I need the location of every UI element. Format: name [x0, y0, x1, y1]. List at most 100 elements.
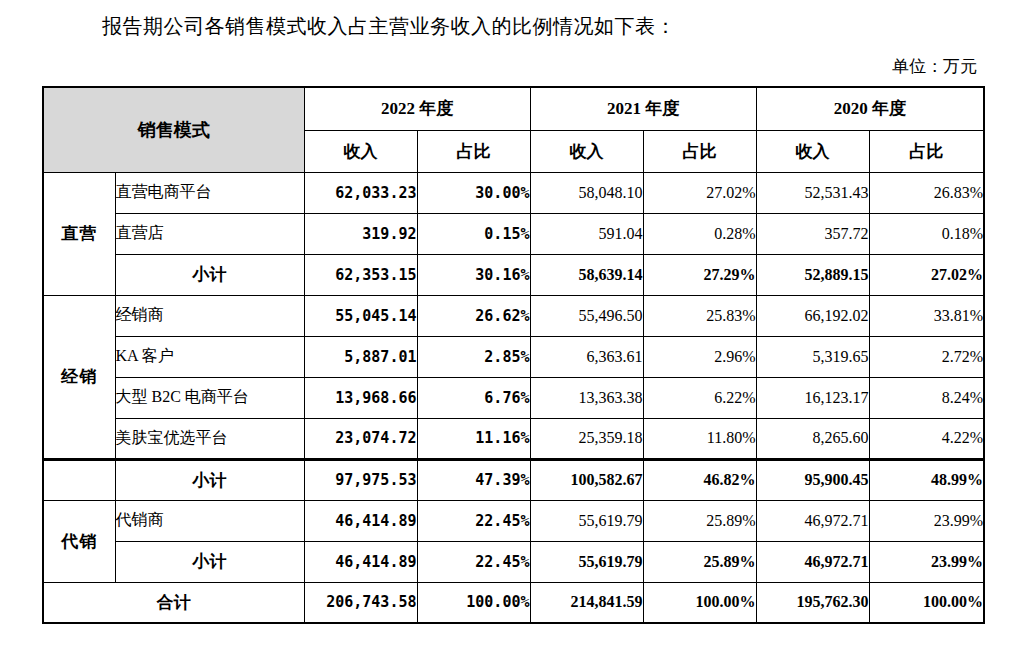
revenue-2021-cell: 214,841.59	[530, 582, 643, 623]
ratio-2020-cell: 0.18%	[869, 213, 984, 254]
ratio-2021-cell: 2.96%	[643, 336, 756, 377]
revenue-2022-cell: 62,033.23	[304, 172, 417, 213]
ratio-2021-cell: 0.28%	[643, 213, 756, 254]
revenue-2020-cell: 46,972.71	[756, 541, 869, 582]
ratio-2021-header-cell: 占比	[643, 130, 756, 172]
revenue-2020-cell: 357.72	[756, 213, 869, 254]
ratio-2020-cell: 27.02%	[869, 254, 984, 295]
ratio-2022-cell: 11.16%	[417, 418, 530, 459]
revenue-2020-cell: 95,900.45	[756, 459, 869, 500]
ratio-2022-cell: 22.45%	[417, 500, 530, 541]
ratio-2021-cell: 25.89%	[643, 541, 756, 582]
row-label-cell: 经销商	[115, 295, 304, 336]
table-row: 直营 直营电商平台 62,033.23 30.00% 58,048.10 27.…	[43, 172, 984, 213]
revenue-2021-header-cell: 收入	[530, 130, 643, 172]
subtotal-row: 小计 62,353.15 30.16% 58,639.14 27.29% 52,…	[43, 254, 984, 295]
ratio-2022-header-cell: 占比	[417, 130, 530, 172]
revenue-2020-cell: 195,762.30	[756, 582, 869, 623]
total-row: 合计 206,743.58 100.00% 214,841.59 100.00%…	[43, 582, 984, 623]
revenue-2020-header-cell: 收入	[756, 130, 869, 172]
ratio-2022-cell: 47.39%	[417, 459, 530, 500]
unit-note: 单位：万元	[892, 55, 977, 78]
revenue-2022-cell: 46,414.89	[304, 500, 417, 541]
ratio-2020-cell: 2.72%	[869, 336, 984, 377]
ratio-2020-header-cell: 占比	[869, 130, 984, 172]
revenue-2020-cell: 52,889.15	[756, 254, 869, 295]
row-label-cell: 美肤宝优选平台	[115, 418, 304, 459]
sales-mode-header-cell: 销售模式	[43, 87, 304, 172]
revenue-2022-cell: 97,975.53	[304, 459, 417, 500]
ratio-2020-cell: 33.81%	[869, 295, 984, 336]
ratio-2022-cell: 0.15%	[417, 213, 530, 254]
ratio-2022-cell: 30.16%	[417, 254, 530, 295]
group-cell-distribution: 经销	[43, 295, 115, 459]
ratio-2021-cell: 27.02%	[643, 172, 756, 213]
ratio-2021-cell: 27.29%	[643, 254, 756, 295]
ratio-2020-cell: 48.99%	[869, 459, 984, 500]
revenue-2022-header-cell: 收入	[304, 130, 417, 172]
group-cell-empty	[43, 459, 115, 500]
ratio-2020-cell: 8.24%	[869, 377, 984, 418]
ratio-2021-cell: 100.00%	[643, 582, 756, 623]
revenue-2021-cell: 58,639.14	[530, 254, 643, 295]
revenue-2020-cell: 5,319.65	[756, 336, 869, 377]
revenue-2021-cell: 6,363.61	[530, 336, 643, 377]
ratio-2020-cell: 4.22%	[869, 418, 984, 459]
subtotal-row: 小计 97,975.53 47.39% 100,582.67 46.82% 95…	[43, 459, 984, 500]
table-row: 大型 B2C 电商平台 13,968.66 6.76% 13,363.38 6.…	[43, 377, 984, 418]
year-2021-header-cell: 2021 年度	[530, 87, 756, 130]
subtotal-label-cell: 小计	[115, 541, 304, 582]
revenue-2021-cell: 25,359.18	[530, 418, 643, 459]
revenue-2021-cell: 55,619.79	[530, 541, 643, 582]
group-cell-direct: 直营	[43, 172, 115, 295]
revenue-2022-cell: 5,887.01	[304, 336, 417, 377]
ratio-2022-cell: 26.62%	[417, 295, 530, 336]
row-label-cell: 直营店	[115, 213, 304, 254]
revenue-2022-cell: 62,353.15	[304, 254, 417, 295]
header-row-years: 销售模式 2022 年度 2021 年度 2020 年度	[43, 87, 984, 130]
subtotal-row: 小计 46,414.89 22.45% 55,619.79 25.89% 46,…	[43, 541, 984, 582]
table-row: 直营店 319.92 0.15% 591.04 0.28% 357.72 0.1…	[43, 213, 984, 254]
revenue-2021-cell: 100,582.67	[530, 459, 643, 500]
ratio-2021-cell: 25.89%	[643, 500, 756, 541]
revenue-2020-cell: 8,265.60	[756, 418, 869, 459]
revenue-2022-cell: 46,414.89	[304, 541, 417, 582]
revenue-2020-cell: 16,123.17	[756, 377, 869, 418]
revenue-2021-cell: 55,619.79	[530, 500, 643, 541]
revenue-2020-cell: 52,531.43	[756, 172, 869, 213]
ratio-2020-cell: 23.99%	[869, 500, 984, 541]
sales-mode-table: 销售模式 2022 年度 2021 年度 2020 年度 收入 占比 收入 占比…	[42, 86, 985, 624]
ratio-2022-cell: 100.00%	[417, 582, 530, 623]
ratio-2021-cell: 11.80%	[643, 418, 756, 459]
revenue-2020-cell: 46,972.71	[756, 500, 869, 541]
group-cell-consignment: 代销	[43, 500, 115, 582]
ratio-2022-cell: 30.00%	[417, 172, 530, 213]
revenue-2022-cell: 23,074.72	[304, 418, 417, 459]
total-label-cell: 合计	[43, 582, 304, 623]
row-label-cell: KA 客户	[115, 336, 304, 377]
row-label-cell: 直营电商平台	[115, 172, 304, 213]
revenue-2022-cell: 13,968.66	[304, 377, 417, 418]
ratio-2022-cell: 2.85%	[417, 336, 530, 377]
ratio-2022-cell: 22.45%	[417, 541, 530, 582]
revenue-2020-cell: 66,192.02	[756, 295, 869, 336]
subtotal-label-cell: 小计	[115, 459, 304, 500]
ratio-2021-cell: 6.22%	[643, 377, 756, 418]
year-2020-header-cell: 2020 年度	[756, 87, 984, 130]
page-title: 报告期公司各销售模式收入占主营业务收入的比例情况如下表：	[102, 13, 676, 40]
ratio-2021-cell: 46.82%	[643, 459, 756, 500]
table-row: KA 客户 5,887.01 2.85% 6,363.61 2.96% 5,31…	[43, 336, 984, 377]
revenue-2022-cell: 319.92	[304, 213, 417, 254]
ratio-2020-cell: 23.99%	[869, 541, 984, 582]
revenue-2021-cell: 591.04	[530, 213, 643, 254]
revenue-2022-cell: 206,743.58	[304, 582, 417, 623]
table-row: 经销 经销商 55,045.14 26.62% 55,496.50 25.83%…	[43, 295, 984, 336]
revenue-2022-cell: 55,045.14	[304, 295, 417, 336]
row-label-cell: 代销商	[115, 500, 304, 541]
row-label-cell: 大型 B2C 电商平台	[115, 377, 304, 418]
document-page: 报告期公司各销售模式收入占主营业务收入的比例情况如下表： 单位：万元 销售模式 …	[0, 0, 1030, 661]
year-2022-header-cell: 2022 年度	[304, 87, 530, 130]
ratio-2021-cell: 25.83%	[643, 295, 756, 336]
ratio-2020-cell: 100.00%	[869, 582, 984, 623]
revenue-2021-cell: 58,048.10	[530, 172, 643, 213]
